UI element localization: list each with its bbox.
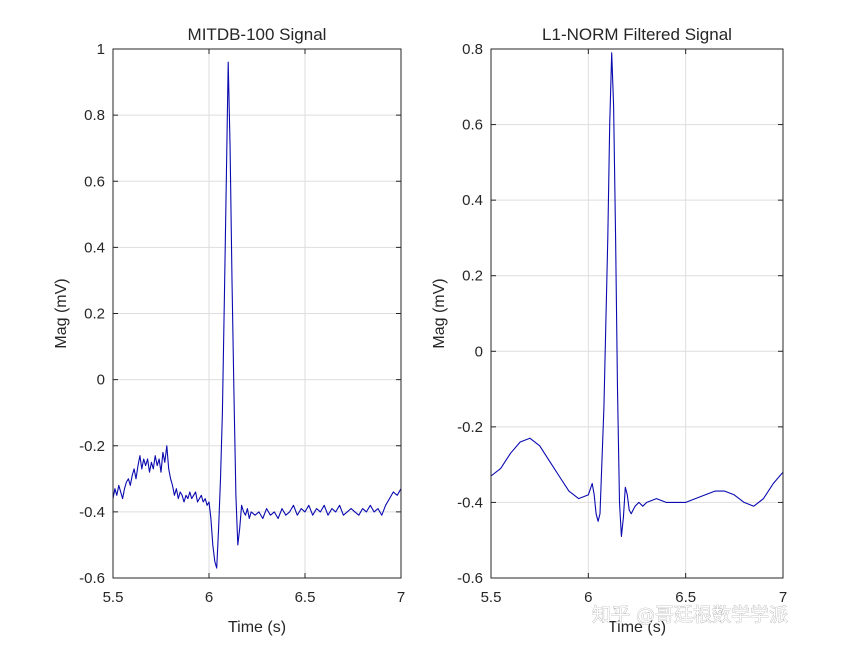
y-tick-label: -0.4 (79, 504, 105, 521)
y-axis-label: Mag (mV) (53, 278, 70, 348)
y-tick-label: 0 (97, 372, 105, 389)
y-tick-label: -0.6 (79, 570, 105, 587)
x-tick-label: 7 (397, 589, 405, 606)
x-tick-label: 5.5 (481, 589, 502, 606)
y-tick-label: 0.4 (84, 239, 105, 256)
chart-title: L1-NORM Filtered Signal (542, 25, 732, 44)
watermark-text: 知乎 @哥廷根数学学派 (592, 604, 788, 626)
x-axis-label: Time (s) (608, 619, 666, 636)
y-tick-label: -0.2 (457, 419, 483, 436)
plot-frame (490, 48, 784, 579)
x-axis-label: Time (s) (228, 619, 286, 636)
x-tick-label: 6.5 (675, 589, 696, 606)
y-tick-label: 0.6 (84, 173, 105, 190)
y-tick-label: 0.8 (462, 41, 483, 58)
signal-line (490, 52, 784, 537)
y-tick-label: 0.4 (462, 192, 483, 209)
x-tick-label: 7 (779, 589, 787, 606)
y-tick-label: 0.2 (462, 268, 483, 285)
y-tick-label: 0.6 (462, 117, 483, 134)
y-tick-label: 0 (475, 343, 483, 360)
chart-title: MITDB-100 Signal (188, 25, 327, 44)
left-chart-panel: 5.5 6 6.5 7 -0.6 -0.4 -0.2 0 0.2 0.4 0.6 0.8 1 MITDB-… (53, 25, 405, 636)
y-tick-label: -0.6 (457, 570, 483, 587)
x-tick-label: 5.5 (103, 589, 124, 606)
signal-line (112, 61, 402, 569)
y-tick-label: 1 (97, 41, 105, 58)
y-tick-label: 0.8 (84, 107, 105, 124)
x-tick-label: 6 (205, 589, 213, 606)
y-tick-label: -0.4 (457, 494, 483, 511)
y-tick-label: 0.2 (84, 306, 105, 323)
x-tick-label: 6.5 (295, 589, 316, 606)
y-tick-label: -0.2 (79, 438, 105, 455)
y-axis-label: Mag (mV) (431, 278, 448, 348)
x-tick-label: 6 (584, 589, 592, 606)
right-chart-panel: 5.5 6 6.5 7 -0.6 -0.4 -0.2 0 0.2 0.4 0.6 0.8 L1-NORM… (431, 25, 787, 636)
